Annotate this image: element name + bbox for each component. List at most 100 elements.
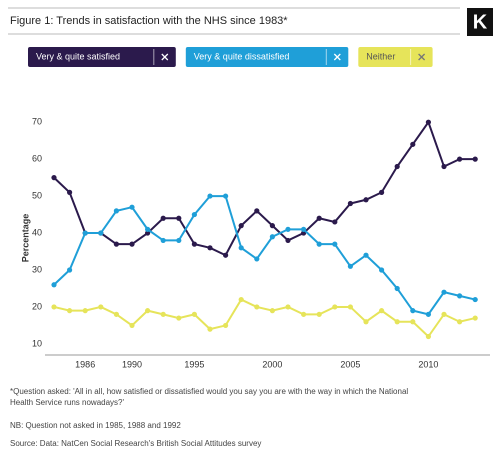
- data-point: [129, 204, 135, 210]
- data-point: [145, 308, 151, 314]
- y-tick-label: 20: [32, 301, 42, 311]
- logo-box: [467, 8, 493, 36]
- data-point: [145, 226, 151, 232]
- footnote-1: *Question asked: 'All in all, how satisf…: [10, 387, 408, 396]
- legend-button[interactable]: Neither: [358, 47, 433, 67]
- data-point: [332, 241, 338, 247]
- legend-label[interactable]: Neither: [366, 51, 395, 61]
- data-point: [223, 193, 229, 199]
- data-point: [98, 230, 104, 236]
- legend-swatch[interactable]: [358, 47, 433, 67]
- y-tick-label: 40: [32, 227, 42, 237]
- logo: K: [473, 11, 488, 33]
- data-point: [347, 263, 353, 269]
- x-tick-label: 1990: [122, 359, 142, 369]
- data-point: [207, 326, 213, 332]
- data-point: [129, 322, 135, 329]
- data-point: [410, 308, 416, 314]
- data-point: [379, 189, 385, 195]
- data-point: [410, 141, 416, 147]
- series-line: [53, 298, 476, 339]
- data-point: [160, 237, 166, 244]
- x-tick-label: 1995: [184, 359, 204, 369]
- legend-label[interactable]: Very & quite satisfied: [36, 51, 120, 61]
- data-point: [223, 252, 229, 258]
- data-point: [82, 230, 88, 236]
- data-point: [51, 304, 57, 310]
- y-tick-label: 60: [32, 154, 42, 164]
- data-point: [160, 215, 166, 221]
- data-point: [301, 311, 307, 317]
- data-point: [363, 252, 369, 258]
- data-point: [176, 215, 182, 221]
- data-point: [332, 304, 338, 310]
- data-point: [254, 256, 260, 262]
- data-point: [316, 311, 322, 317]
- data-point: [457, 156, 463, 162]
- data-point: [145, 230, 151, 236]
- y-axis-label: Percentage: [20, 214, 30, 263]
- data-point: [67, 189, 73, 195]
- data-point: [379, 267, 385, 273]
- y-tick-label: 50: [32, 190, 42, 200]
- data-point: [67, 267, 73, 273]
- data-point: [285, 304, 291, 310]
- data-point: [191, 241, 197, 247]
- data-point: [379, 308, 385, 314]
- data-point: [269, 234, 275, 240]
- data-point: [254, 304, 260, 310]
- data-point: [113, 208, 119, 214]
- data-point: [160, 311, 166, 317]
- data-point: [394, 319, 400, 325]
- data-point: [363, 319, 369, 325]
- data-point: [269, 308, 275, 314]
- data-point: [347, 304, 353, 310]
- legend-close-icon[interactable]: [418, 53, 426, 61]
- footnote: NB: Question not asked in 1985, 1988 and…: [10, 421, 181, 430]
- legend-close-icon[interactable]: [161, 53, 169, 61]
- legend-swatch[interactable]: [28, 47, 176, 67]
- data-point: [176, 315, 182, 321]
- series-line: [53, 120, 476, 257]
- data-point: [67, 308, 73, 314]
- data-point: [457, 293, 463, 299]
- data-point: [472, 156, 478, 162]
- data-point: [394, 285, 400, 292]
- legend-label[interactable]: Very & quite dissatisfied: [194, 51, 290, 61]
- footnote: *Question asked: 'All in all, how satisf…: [10, 387, 408, 407]
- data-point: [254, 208, 260, 214]
- data-point: [316, 241, 322, 247]
- data-point: [457, 319, 463, 325]
- x-tick-label: 2010: [418, 359, 438, 369]
- y-tick-label: 70: [32, 117, 42, 127]
- data-point: [82, 308, 88, 314]
- data-point: [191, 211, 197, 218]
- data-point: [285, 226, 291, 232]
- data-point: [129, 241, 135, 247]
- data-point: [301, 226, 307, 232]
- data-point: [98, 304, 104, 310]
- data-point: [51, 175, 57, 181]
- legend-swatch[interactable]: [185, 47, 349, 67]
- legend-button[interactable]: Very & quite satisfied: [28, 47, 176, 67]
- legend-close-icon[interactable]: [333, 53, 341, 61]
- data-point: [332, 219, 338, 225]
- data-point: [472, 315, 478, 321]
- data-point: [207, 245, 213, 251]
- data-point: [441, 289, 447, 295]
- chart-title: Figure 1: Trends in satisfaction with th…: [10, 15, 288, 27]
- x-tick-label: 2005: [340, 359, 360, 369]
- data-point: [425, 119, 431, 125]
- data-point: [207, 193, 213, 199]
- data-point: [238, 296, 244, 303]
- footnote: Source: Data: NatCen Social Research's B…: [10, 439, 261, 448]
- data-point: [425, 333, 431, 340]
- data-point: [316, 215, 322, 221]
- data-point: [347, 200, 353, 207]
- data-point: [441, 163, 447, 170]
- legend-button[interactable]: Very & quite dissatisfied: [185, 47, 349, 67]
- data-point: [394, 163, 400, 170]
- data-point: [191, 311, 197, 317]
- x-tick-label: 2000: [262, 359, 282, 369]
